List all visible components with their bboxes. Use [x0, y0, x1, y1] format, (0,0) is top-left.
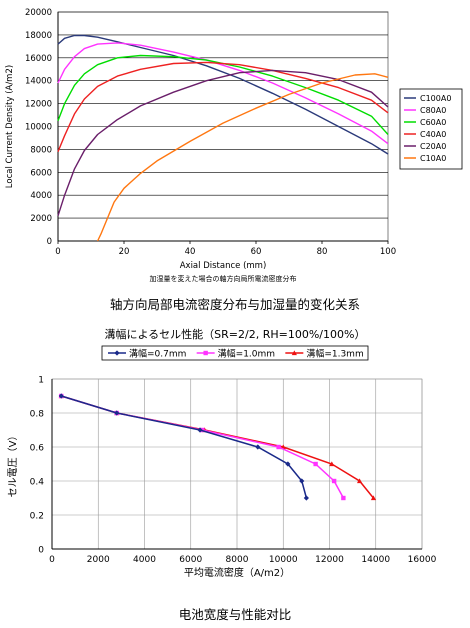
cell-performance-chart: 溝幅によるセル性能（SR=2/2, RH=100%/100%） 溝幅=0.7mm 溝…: [7, 327, 437, 579]
legend-label: 溝幅=1.3mm: [306, 348, 363, 360]
data-point: [341, 495, 346, 501]
y-tick-label: 16000: [25, 54, 52, 64]
legend-label: 溝幅=1.0mm: [218, 348, 275, 360]
y-tick-label: 2000: [30, 214, 52, 224]
chart-subtitle: 加湿量を変えた場合の軸方向局所電流密度分布: [150, 274, 297, 283]
x-axis-label: Axial Distance (mm): [180, 261, 267, 271]
data-point: [285, 461, 291, 467]
legend-label: C60A0: [420, 118, 446, 127]
y-tick-label: 0.8: [30, 410, 45, 420]
data-point: [331, 478, 337, 484]
legend-marker: [291, 350, 297, 356]
chart1-caption: 轴方向局部电流密度分布与加湿量的变化关系: [109, 297, 360, 312]
x-tick-label: 80: [317, 247, 328, 257]
series-line: [57, 34, 389, 155]
series-line: [57, 61, 389, 152]
data-point: [313, 461, 318, 467]
y-tick-label: 0: [47, 237, 52, 247]
y-tick-label: 20000: [25, 8, 52, 18]
data-point: [299, 478, 305, 484]
x-tick-label: 6000: [179, 555, 202, 565]
data-point: [197, 427, 203, 433]
legend-label: C100A0: [420, 94, 451, 103]
legend-label: C10A0: [420, 154, 446, 163]
x-tick-label: 10000: [269, 555, 298, 565]
data-point: [303, 495, 309, 501]
y-axis-label: セル電圧（V）: [7, 431, 19, 498]
x-tick-label: 14000: [361, 555, 390, 565]
x-tick-label: 20: [119, 247, 130, 257]
data-point: [370, 495, 377, 501]
y-tick-label: 18000: [25, 31, 52, 41]
y-tick-label: 1: [38, 376, 44, 386]
axial-current-density-chart: 0 2000 4000 6000 8000 10000 12000 14000 16000 180…: [5, 8, 463, 283]
legend-label: 溝幅=0.7mm: [129, 348, 186, 360]
x-tick-label: 8000: [226, 555, 249, 565]
chart2-caption: 电池宽度与性能对比: [178, 607, 292, 622]
legend-label: C20A0: [420, 142, 446, 151]
x-tick-label: 0: [55, 247, 60, 257]
x-tick-label: 60: [251, 247, 262, 257]
x-tick-label: 0: [49, 555, 55, 565]
x-tick-label: 100: [380, 247, 396, 257]
y-tick-label: 0.4: [30, 478, 45, 488]
y-tick-label: 12000: [25, 100, 52, 110]
series-line: [57, 42, 389, 145]
data-point: [255, 444, 261, 450]
x-tick-label: 12000: [315, 555, 344, 565]
data-point: [276, 444, 281, 450]
y-tick-label: 0: [38, 546, 44, 556]
x-axis-label: 平均電流密度（A/m2）: [184, 566, 290, 579]
x-tick-label: 40: [185, 247, 196, 257]
legend-marker: [203, 350, 208, 356]
y-tick-label: 4000: [30, 191, 52, 201]
y-tick-label: 6000: [30, 168, 52, 178]
data-point: [356, 478, 363, 484]
x-tick-label: 16000: [408, 555, 437, 565]
series-line: [57, 54, 389, 135]
y-axis-label: Local Current Density (A/m2): [5, 65, 15, 188]
series-line: [57, 69, 389, 217]
data-point: [58, 393, 64, 399]
x-tick-label: 2000: [87, 555, 110, 565]
legend-box: [399, 88, 463, 170]
series-line: [96, 73, 389, 242]
legend-label: C80A0: [420, 106, 446, 115]
y-tick-label: 0.6: [30, 444, 45, 454]
legend-marker: [114, 350, 120, 356]
legend-label: C40A0: [420, 130, 446, 139]
x-tick-label: 4000: [133, 555, 156, 565]
data-point: [329, 461, 335, 467]
data-point: [114, 410, 120, 416]
y-tick-label: 0.2: [30, 512, 44, 522]
y-tick-label: 14000: [25, 77, 52, 87]
chart-title: 溝幅によるセル性能（SR=2/2, RH=100%/100%）: [105, 327, 366, 341]
legend-box: [101, 345, 369, 361]
y-tick-label: 10000: [25, 123, 52, 133]
y-tick-label: 8000: [30, 145, 52, 155]
